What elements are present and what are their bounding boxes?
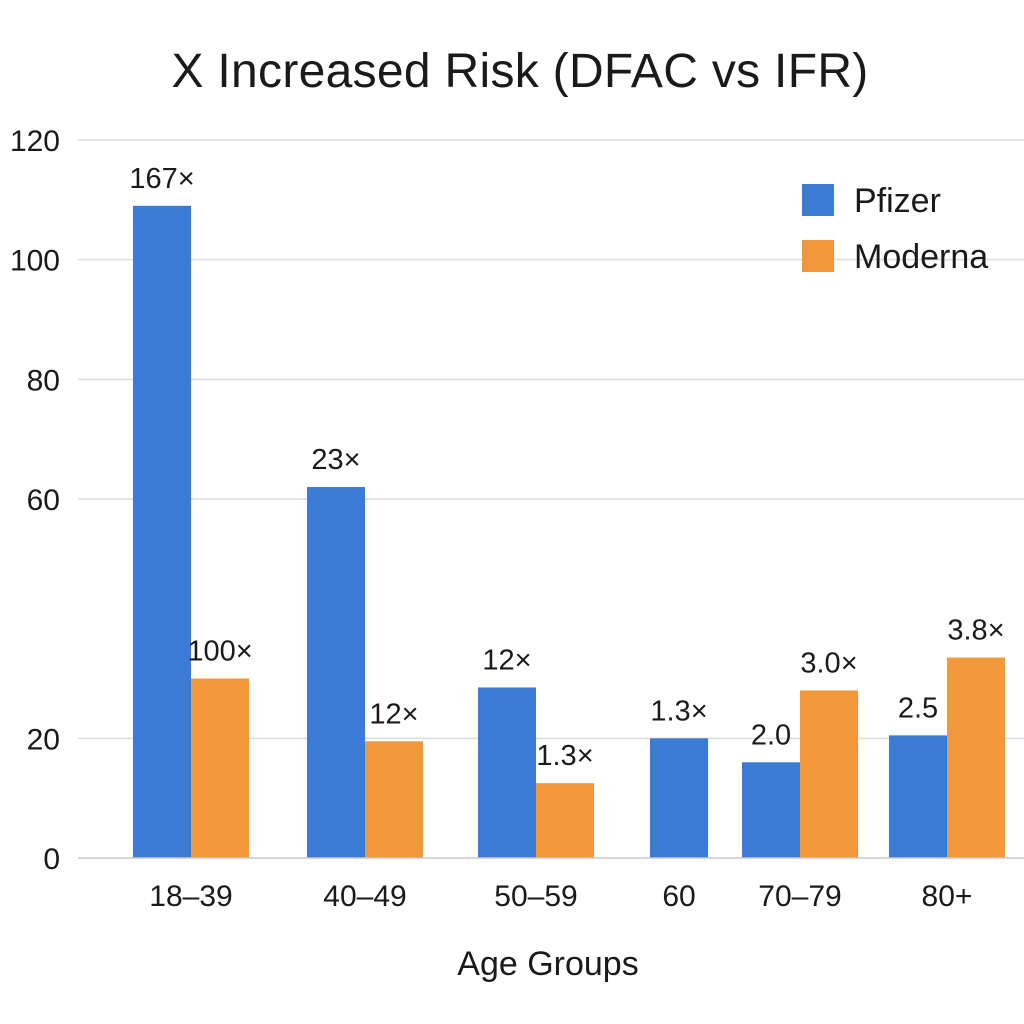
legend-swatch [802,184,834,216]
data-label: 2.5 [898,692,938,724]
bar-moderna [947,657,1005,858]
bar-pfizer [889,735,947,858]
bar-moderna [365,741,423,858]
bar-pfizer [307,487,365,858]
bar-moderna [800,690,858,858]
x-tick-label: 70–79 [758,880,841,913]
bar-pfizer [478,687,536,858]
y-tick-label: 0 [43,843,60,876]
y-tick-label: 60 [27,484,60,517]
bar-moderna [536,783,594,858]
bars [133,205,1005,859]
data-label: 3.0× [800,647,857,679]
data-labels: 167× 100× 23× 12× 12× 1.3× 1.3× 2.0 3.0× 2.5 3.8× [129,163,1004,772]
y-tick-label: 20 [27,723,60,756]
data-label: 23× [311,444,360,476]
data-label: 3.8× [947,615,1004,647]
data-label: 1.3× [650,695,707,727]
y-tick-label: 100 [10,245,60,278]
x-tick-label: 50–59 [494,880,577,913]
legend-label: Pfizer [854,182,941,220]
y-tick-label: 80 [27,364,60,397]
x-axis-title: Age Groups [457,945,638,983]
data-label: 100× [187,636,252,668]
chart-title: X Increased Risk (DFAC vs IFR) [171,45,869,98]
legend: Pfizer Moderna [802,182,988,276]
bar-moderna [191,678,249,858]
data-label: 167× [129,163,194,195]
data-label: 12× [482,644,531,676]
bar-pfizer [742,762,800,858]
x-axis-ticks: 18–39 40–49 50–59 60 70–79 80+ [149,880,972,913]
x-tick-label: 60 [662,880,695,913]
bar-pfizer [133,205,191,859]
x-tick-label: 40–49 [323,880,406,913]
y-tick-label: 120 [10,125,60,158]
x-tick-label: 18–39 [149,880,232,913]
legend-swatch [802,240,834,272]
y-axis-ticks: 0 20 60 80 100 120 [10,125,60,876]
data-label: 1.3× [536,740,593,772]
data-label: 12× [369,698,418,730]
data-label: 2.0 [751,719,791,751]
legend-label: Moderna [854,238,988,276]
bar-pfizer [650,738,708,858]
x-tick-label: 80+ [922,880,973,913]
